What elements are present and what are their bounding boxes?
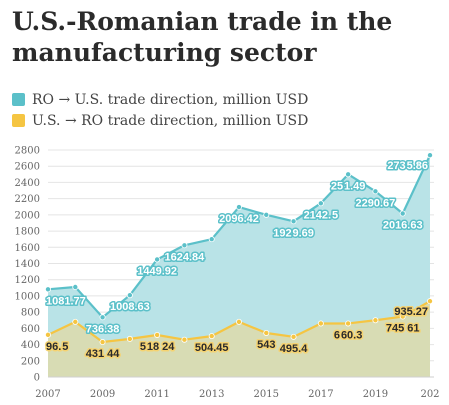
point-series-0-6: [208, 236, 215, 243]
data-label-series-1-3: 504.45: [195, 342, 229, 354]
point-series-1-1: [72, 318, 79, 325]
y-tick-label-10: 2000: [15, 210, 40, 221]
chart-title: U.S.-Romanian trade in the manufacturing…: [12, 7, 393, 67]
point-series-0-9: [290, 218, 297, 225]
data-label-series-0-2: 1008.63: [110, 301, 150, 313]
point-series-1-8: [263, 329, 270, 336]
point-series-0-13: [399, 210, 406, 217]
point-series-0-14: [426, 152, 433, 159]
data-label-series-0-6: 192 9.69: [273, 227, 314, 239]
legend: RO → U.S. trade direction, million USD U…: [12, 89, 442, 131]
x-tick-label-6: 2019: [363, 389, 388, 400]
data-label-series-1-7: 745 61: [386, 323, 420, 335]
data-label-series-1-8: 935.27: [393, 306, 428, 318]
y-tick-label-12: 2400: [15, 178, 40, 189]
point-series-1-3: [126, 335, 133, 342]
legend-label-ro-us: RO → U.S. trade direction, million USD: [32, 91, 309, 108]
point-series-1-12: [372, 317, 379, 324]
y-tick-label-7: 1400: [15, 259, 40, 270]
y-tick-label-5: 1000: [15, 291, 40, 302]
point-series-0-12: [372, 188, 379, 195]
point-series-1-7: [235, 318, 242, 325]
legend-swatch-us-ro: [12, 114, 25, 127]
point-series-0-4: [154, 256, 161, 263]
x-tick-label-7: 202: [420, 389, 439, 400]
point-series-1-4: [154, 331, 161, 338]
point-series-0-2: [99, 314, 106, 321]
data-label-series-1-0: 96. 5: [46, 341, 68, 353]
area-series-1: [48, 301, 430, 377]
point-series-0-11: [345, 171, 352, 178]
y-tick-label-9: 1800: [15, 227, 40, 238]
x-tick-label-4: 2015: [254, 389, 279, 400]
point-series-0-1: [72, 284, 79, 291]
x-tick-label-2: 2011: [144, 389, 169, 400]
area-chart: 0 200 400 600 800 1000 1200 1400 1600 1800 2000 220…: [15, 146, 440, 401]
x-tick-label-0: 2007: [35, 389, 60, 400]
point-series-1-13: [399, 313, 406, 320]
data-label-series-1-2: 5 18 24: [140, 341, 175, 353]
point-series-1-9: [290, 333, 297, 340]
point-series-0-3: [126, 292, 133, 299]
area-series-0: [48, 155, 430, 377]
data-label-series-0-0: 1081.77: [46, 295, 86, 307]
y-tick-label-4: 800: [21, 308, 40, 319]
y-tick-label-1: 200: [21, 356, 40, 367]
x-tick-label-3: 2013: [199, 389, 224, 400]
data-label-series-0-4: 1624.84: [165, 251, 206, 263]
y-tick-label-2: 400: [21, 340, 40, 351]
data-label-series-0-11: 273 5.86: [387, 160, 428, 172]
point-series-0-7: [235, 204, 242, 211]
legend-item-ro-us[interactable]: RO → U.S. trade direction, million USD: [12, 89, 442, 110]
y-tick-label-3: 600: [21, 324, 40, 335]
y-tick-label-8: 1600: [15, 243, 40, 254]
y-tick-label-14: 2800: [15, 146, 40, 157]
data-label-series-0-7: 2142. 5: [304, 209, 339, 221]
point-series-1-10: [317, 320, 324, 327]
point-series-1-11: [345, 320, 352, 327]
data-label-series-0-10: 2016.63: [383, 220, 423, 232]
x-tick-label-5: 2017: [308, 389, 333, 400]
point-series-0-10: [317, 200, 324, 207]
data-label-series-0-3: 1449.92: [137, 265, 177, 277]
point-series-0-5: [181, 242, 188, 249]
data-label-series-1-5: 495.4: [280, 343, 308, 355]
point-series-1-6: [208, 333, 215, 340]
y-tick-label-13: 2600: [15, 162, 40, 173]
point-series-0-0: [45, 286, 52, 293]
data-label-series-1-1: 431 44: [86, 348, 121, 360]
point-series-1-5: [181, 336, 188, 343]
legend-label-us-ro: U.S. → RO trade direction, million USD: [32, 112, 309, 129]
data-label-series-0-1: 736.38: [86, 323, 120, 335]
y-tick-label-0: 0: [34, 373, 40, 384]
data-label-series-0-9: 2290.67: [356, 197, 396, 209]
legend-swatch-ro-us: [12, 93, 25, 106]
point-series-0-8: [263, 211, 270, 218]
data-label-series-0-8: 25 1.49: [331, 180, 366, 192]
data-label-series-0-5: 2096.42: [219, 213, 259, 225]
y-tick-label-6: 1200: [15, 275, 40, 286]
data-label-series-1-6: 6 60.3: [334, 329, 362, 341]
data-label-series-1-4: 543: [257, 339, 275, 351]
point-series-1-0: [45, 331, 52, 338]
point-series-1-2: [99, 339, 106, 346]
legend-item-us-ro[interactable]: U.S. → RO trade direction, million USD: [12, 110, 442, 131]
y-tick-label-11: 2200: [15, 194, 40, 205]
point-series-1-14: [426, 298, 433, 305]
x-tick-label-1: 2009: [90, 389, 115, 400]
